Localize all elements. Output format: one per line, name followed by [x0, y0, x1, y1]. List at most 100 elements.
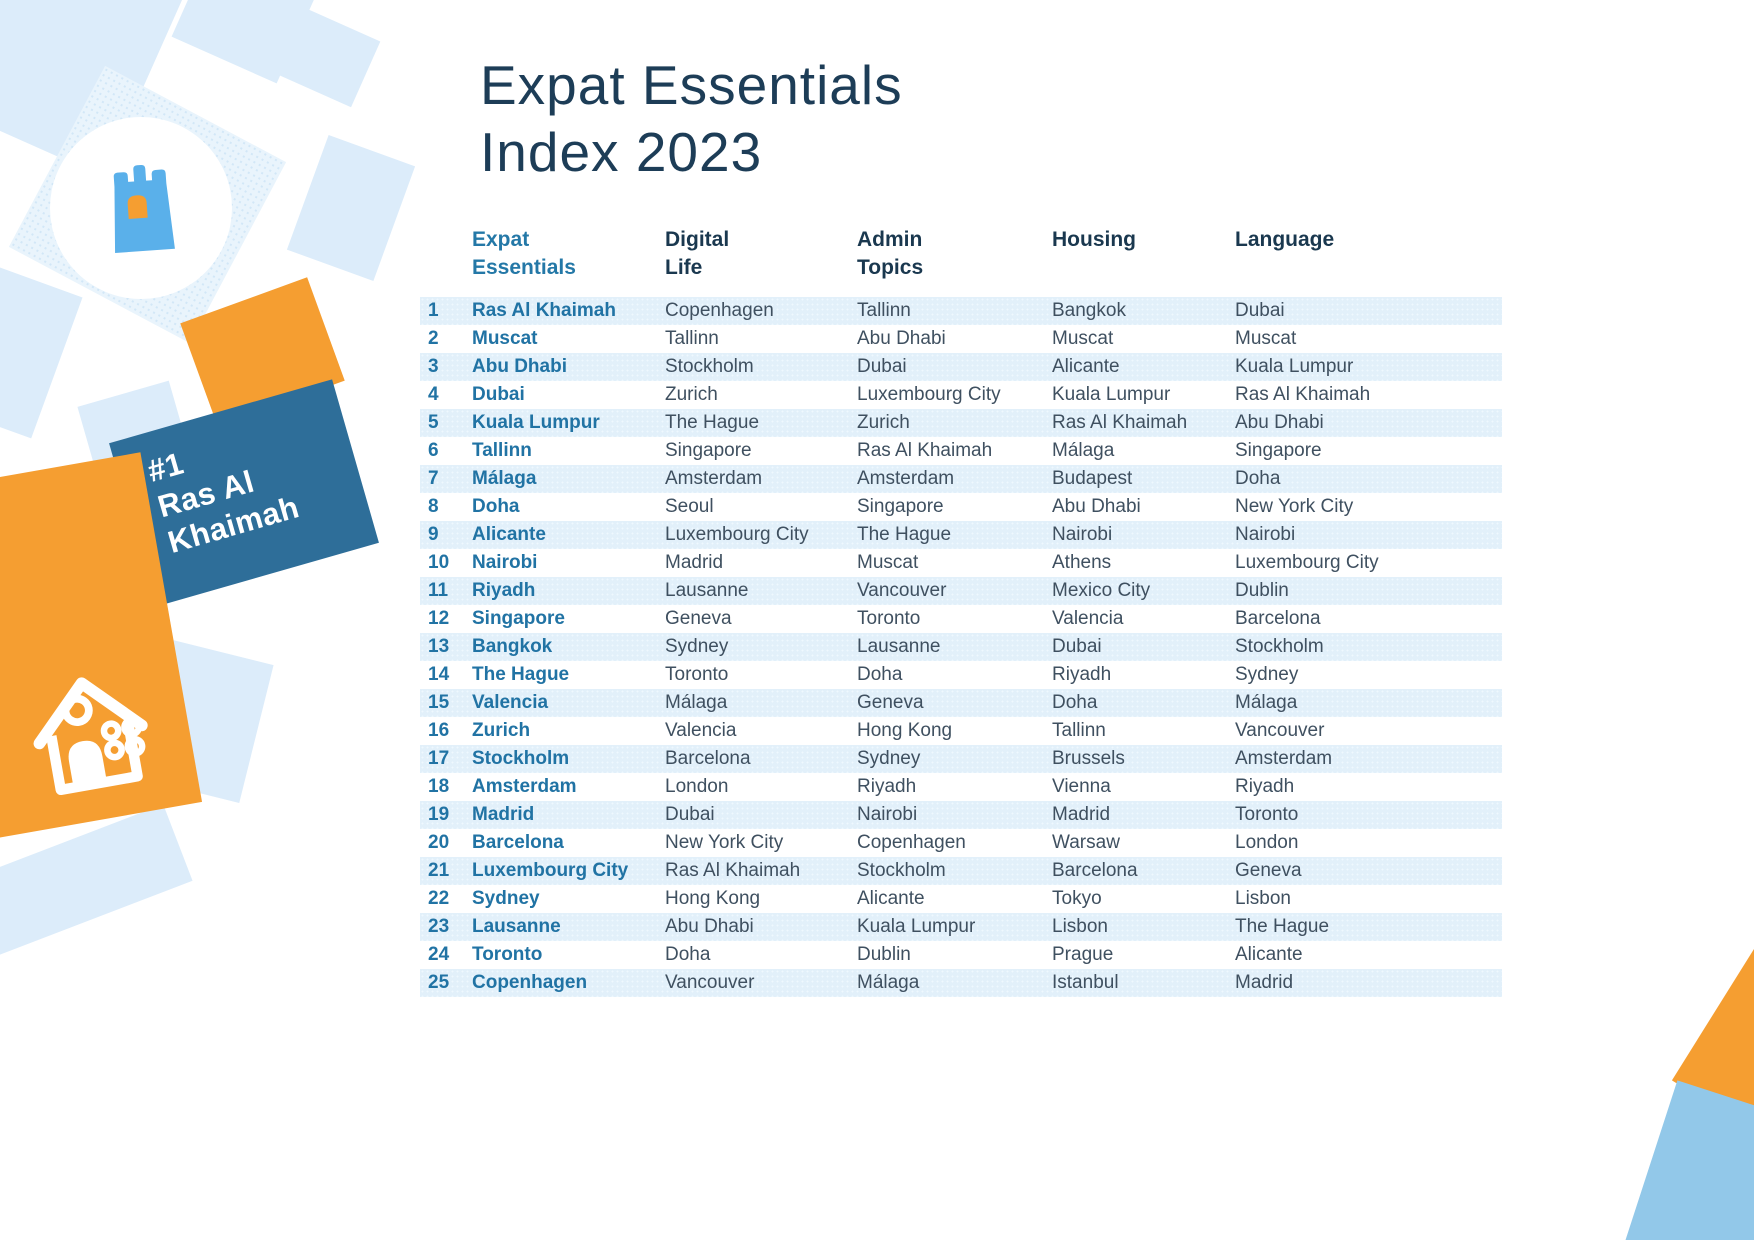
expat-essentials-cell: Valencia: [472, 692, 549, 713]
housing-cell: Mexico City: [1052, 580, 1151, 601]
rank-cell: 2: [428, 328, 439, 349]
digital-life-cell: New York City: [665, 832, 784, 853]
digital-life-cell: Toronto: [665, 664, 729, 685]
language-cell: New York City: [1235, 496, 1354, 517]
admin-topics-cell: Luxembourg City: [857, 384, 1001, 405]
digital-life-cell: Barcelona: [665, 748, 751, 769]
digital-life-cell: Vancouver: [665, 972, 755, 993]
digital-life-cell: Stockholm: [665, 356, 754, 377]
housing-cell: Muscat: [1052, 328, 1114, 349]
language-cell: London: [1235, 832, 1299, 853]
language-cell: Sydney: [1235, 664, 1299, 685]
expat-essentials-cell: Stockholm: [472, 748, 570, 769]
housing-cell: Nairobi: [1052, 524, 1113, 545]
expat-essentials-cell: Ras Al Khaimah: [472, 300, 616, 321]
table-row: 19 Madrid Dubai Nairobi Madrid Toronto: [420, 801, 1502, 829]
table-row: 1 Ras Al Khaimah Copenhagen Tallinn Bang…: [420, 297, 1502, 325]
table-row: 16 Zurich Valencia Hong Kong Tallinn Van…: [420, 717, 1502, 745]
digital-life-cell: Zurich: [665, 384, 718, 405]
rank-cell: 14: [428, 664, 450, 685]
expat-essentials-cell: Singapore: [472, 608, 565, 629]
admin-topics-cell: Amsterdam: [857, 468, 955, 489]
housing-cell: Riyadh: [1052, 664, 1112, 685]
table-row: 23 Lausanne Abu Dhabi Kuala Lumpur Lisbo…: [420, 913, 1502, 941]
rank-1-badge: #1 Ras Al Khaimah: [109, 379, 379, 607]
rank-cell: 16: [428, 720, 450, 741]
housing-block: [0, 452, 203, 843]
language-cell: Muscat: [1235, 328, 1297, 349]
table-row: 20 Barcelona New York City Copenhagen Wa…: [420, 829, 1502, 857]
language-cell: Dublin: [1235, 580, 1289, 601]
map-block-8: [0, 804, 193, 958]
digital-life-cell: Singapore: [665, 440, 752, 461]
table-row: 12 Singapore Geneva Toronto Valencia Bar…: [420, 605, 1502, 633]
housing-cell: Alicante: [1052, 356, 1120, 377]
digital-life-cell: Luxembourg City: [665, 524, 809, 545]
housing-cell: Tokyo: [1052, 888, 1102, 909]
language-cell: Riyadh: [1235, 776, 1295, 797]
language-cell: Lisbon: [1235, 888, 1291, 909]
expat-essentials-cell: Amsterdam: [472, 776, 577, 797]
table-row: 6 Tallinn Singapore Ras Al Khaimah Málag…: [420, 437, 1502, 465]
expat-essentials-cell: Abu Dhabi: [472, 356, 567, 377]
language-cell: Geneva: [1235, 860, 1302, 881]
table-body: 1 Ras Al Khaimah Copenhagen Tallinn Bang…: [420, 297, 1502, 997]
corner-blue-block: [1606, 1080, 1754, 1240]
table-row: 2 Muscat Tallinn Abu Dhabi Muscat Muscat: [420, 325, 1502, 353]
admin-topics-cell: Málaga: [857, 972, 920, 993]
map-block-3: [259, 0, 381, 108]
housing-cell: Prague: [1052, 944, 1114, 965]
language-cell: The Hague: [1235, 916, 1330, 937]
map-block-2: [171, 0, 324, 84]
admin-topics-cell: The Hague: [857, 524, 952, 545]
rank-cell: 4: [428, 384, 439, 405]
housing-cell: Dubai: [1052, 636, 1102, 657]
housing-cell: Athens: [1052, 552, 1112, 573]
rank-cell: 25: [428, 972, 450, 993]
rank-cell: 10: [428, 552, 450, 573]
housing-cell: Madrid: [1052, 804, 1111, 825]
badge-city-line1: Ras Al: [153, 463, 259, 525]
admin-topics-cell: Vancouver: [857, 580, 947, 601]
language-cell: Nairobi: [1235, 524, 1296, 545]
admin-topics-cell: Ras Al Khaimah: [857, 440, 993, 461]
housing-cell: Doha: [1052, 692, 1098, 713]
digital-life-cell: Valencia: [665, 720, 737, 741]
header-rank-spacer: [420, 226, 472, 282]
table-row: 22 Sydney Hong Kong Alicante Tokyo Lisbo…: [420, 885, 1502, 913]
expat-essentials-cell: Riyadh: [472, 580, 536, 601]
table-row: 14 The Hague Toronto Doha Riyadh Sydney: [420, 661, 1502, 689]
table-row: 3 Abu Dhabi Stockholm Dubai Alicante Kua…: [420, 353, 1502, 381]
admin-topics-cell: Abu Dhabi: [857, 328, 946, 349]
digital-life-cell: Hong Kong: [665, 888, 761, 909]
digital-life-cell: Amsterdam: [665, 468, 763, 489]
language-cell: Kuala Lumpur: [1235, 356, 1354, 377]
expat-essentials-cell: Nairobi: [472, 552, 538, 573]
language-cell: Dubai: [1235, 300, 1285, 321]
table-row: 15 Valencia Málaga Geneva Doha Málaga: [420, 689, 1502, 717]
admin-topics-cell: Kuala Lumpur: [857, 916, 976, 937]
housing-cell: Lisbon: [1052, 916, 1108, 937]
expat-essentials-cell: Madrid: [472, 804, 535, 825]
header-digital-life: Digital Life: [665, 228, 730, 279]
rank-cell: 21: [428, 860, 450, 881]
housing-cell: Barcelona: [1052, 860, 1138, 881]
admin-topics-cell: Stockholm: [857, 860, 946, 881]
expat-essentials-cell: Barcelona: [472, 832, 564, 853]
rank-cell: 22: [428, 888, 450, 909]
table-row: 21 Luxembourg City Ras Al Khaimah Stockh…: [420, 857, 1502, 885]
rank-cell: 7: [428, 468, 439, 489]
admin-topics-cell: Hong Kong: [857, 720, 953, 741]
digital-life-cell: Madrid: [665, 552, 724, 573]
rank-cell: 1: [428, 300, 439, 321]
admin-topics-cell: Riyadh: [857, 776, 917, 797]
expat-essentials-cell: Málaga: [472, 468, 537, 489]
housing-cell: Istanbul: [1052, 972, 1119, 993]
language-cell: Madrid: [1235, 972, 1294, 993]
digital-life-cell: Geneva: [665, 608, 732, 629]
fort-icon: [113, 164, 175, 253]
page-title: Expat Essentials Index 2023: [480, 52, 903, 186]
admin-topics-cell: Tallinn: [857, 300, 911, 321]
expat-essentials-cell: Bangkok: [472, 636, 553, 657]
table-header: Expat Essentials Digital Life Admin Topi…: [420, 226, 1502, 282]
